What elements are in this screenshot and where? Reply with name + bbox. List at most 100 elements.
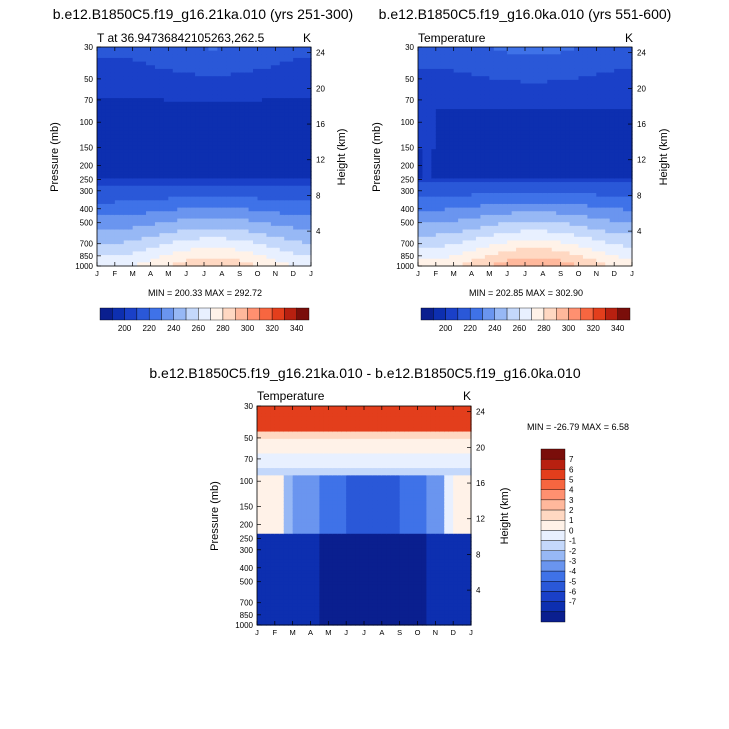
contour-cell (426, 171, 432, 176)
contour-cell (244, 262, 250, 267)
contour-cell (248, 105, 254, 110)
contour-cell (159, 251, 165, 256)
contour-cell (525, 182, 531, 187)
contour-cell (146, 116, 152, 121)
contour-cell (529, 211, 535, 216)
contour-cell (172, 255, 178, 260)
contour-cell (150, 262, 156, 267)
contour-cell (284, 90, 290, 96)
contour-cell (306, 160, 312, 165)
contour-cell (181, 211, 187, 216)
contour-cell (498, 178, 504, 183)
contour-cell (471, 229, 477, 234)
contour-cell (97, 105, 103, 110)
contour-cell (279, 156, 285, 161)
contour-cell (431, 101, 437, 106)
contour-cell (516, 236, 522, 242)
contour-cell (533, 79, 539, 85)
contour-cell (253, 251, 259, 256)
contour-cell (525, 94, 531, 99)
contour-cell (132, 65, 138, 70)
contour-cell (266, 87, 272, 92)
contour-cell (150, 160, 156, 165)
contour-cell (208, 244, 214, 249)
contour-cell (208, 76, 214, 81)
contour-cell (462, 61, 468, 66)
contour-cell (186, 163, 192, 169)
contour-cell (440, 207, 446, 212)
contour-cell (444, 105, 450, 110)
contour-cell (239, 54, 245, 59)
contour-cell (444, 76, 450, 81)
contour-cell (475, 109, 482, 114)
contour-cell (212, 247, 218, 252)
contour-cell (172, 160, 178, 165)
contour-cell (297, 193, 303, 198)
contour-cell (97, 174, 103, 179)
contour-cell (123, 149, 129, 154)
contour-cell (498, 218, 504, 223)
contour-cell (195, 182, 201, 187)
contour-cell (542, 160, 548, 165)
contour-cell (208, 178, 214, 183)
contour-cell (284, 233, 290, 238)
contour-cell (556, 240, 562, 245)
contour-cell (123, 229, 129, 234)
contour-cell (422, 120, 428, 125)
contour-cell (257, 79, 263, 85)
contour-cell (128, 178, 134, 183)
contour-cell (137, 251, 143, 256)
contour-cell (235, 203, 241, 209)
contour-cell (538, 83, 544, 88)
contour-cell (186, 189, 192, 194)
contour-cell (275, 116, 281, 121)
contour-cell (525, 178, 531, 183)
y-tick-label: 850 (80, 252, 94, 261)
contour-cell (565, 61, 571, 66)
contour-cell (480, 94, 486, 99)
contour-cell (159, 109, 165, 114)
contour-cell (297, 189, 303, 194)
contour-cell (502, 218, 508, 223)
contour-cell (542, 120, 548, 125)
contour-cell (172, 189, 178, 194)
contour-cell (444, 189, 450, 194)
contour-cell (221, 211, 227, 216)
contour-cell (163, 200, 169, 205)
contour-cell (119, 94, 125, 99)
contour-cell (257, 90, 263, 96)
contour-cell (525, 171, 531, 176)
contour-cell (253, 138, 259, 143)
contour-cell (475, 163, 482, 169)
contour-cell (556, 120, 562, 125)
contour-cell (150, 123, 156, 128)
contour-cell (467, 207, 473, 212)
contour-cell (186, 112, 192, 117)
contour-cell (137, 65, 143, 70)
contour-cell (444, 123, 450, 128)
contour-cell (449, 149, 455, 154)
contour-cell (525, 83, 531, 88)
contour-cell (230, 57, 236, 63)
contour-cell (502, 240, 508, 245)
contour-cell (190, 247, 196, 252)
contour-cell (230, 152, 236, 158)
contour-cell (217, 174, 223, 179)
contour-cell (110, 47, 116, 52)
contour-cell (195, 116, 201, 121)
contour-cell (105, 214, 111, 220)
contour-cell (462, 240, 468, 245)
contour-cell (533, 207, 539, 212)
contour-cell (221, 57, 227, 63)
contour-cell (101, 193, 107, 198)
contour-cell (418, 138, 424, 143)
contour-cell (114, 87, 120, 92)
contour-cell (556, 174, 562, 179)
contour-cell (484, 160, 490, 165)
contour-cell (525, 79, 531, 85)
y2-tick-label: 20 (316, 84, 325, 93)
contour-cell (302, 145, 308, 150)
contour-cell (266, 98, 272, 103)
contour-cell (431, 258, 437, 263)
